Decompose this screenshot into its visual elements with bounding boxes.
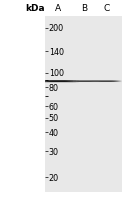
FancyBboxPatch shape xyxy=(48,81,68,82)
FancyBboxPatch shape xyxy=(95,81,117,82)
FancyBboxPatch shape xyxy=(41,80,76,82)
FancyBboxPatch shape xyxy=(71,80,98,82)
FancyBboxPatch shape xyxy=(72,81,97,82)
FancyBboxPatch shape xyxy=(98,81,114,82)
FancyBboxPatch shape xyxy=(39,80,78,82)
FancyBboxPatch shape xyxy=(97,81,115,82)
Text: C: C xyxy=(103,4,109,13)
FancyBboxPatch shape xyxy=(93,80,120,82)
FancyBboxPatch shape xyxy=(42,80,75,82)
FancyBboxPatch shape xyxy=(77,81,92,82)
FancyBboxPatch shape xyxy=(90,80,122,82)
FancyBboxPatch shape xyxy=(52,81,65,82)
FancyBboxPatch shape xyxy=(91,80,121,82)
FancyBboxPatch shape xyxy=(70,80,99,82)
FancyBboxPatch shape xyxy=(44,80,73,82)
FancyBboxPatch shape xyxy=(69,80,101,82)
FancyBboxPatch shape xyxy=(76,81,93,82)
FancyBboxPatch shape xyxy=(100,81,113,82)
FancyBboxPatch shape xyxy=(73,81,96,82)
FancyBboxPatch shape xyxy=(38,80,79,82)
FancyBboxPatch shape xyxy=(78,81,91,82)
Text: kDa: kDa xyxy=(25,4,45,13)
FancyBboxPatch shape xyxy=(75,81,95,82)
FancyBboxPatch shape xyxy=(46,80,72,82)
FancyBboxPatch shape xyxy=(94,81,119,82)
FancyBboxPatch shape xyxy=(47,81,70,82)
Text: B: B xyxy=(82,4,88,13)
FancyBboxPatch shape xyxy=(96,81,116,82)
FancyBboxPatch shape xyxy=(50,81,67,82)
Text: A: A xyxy=(55,4,62,13)
